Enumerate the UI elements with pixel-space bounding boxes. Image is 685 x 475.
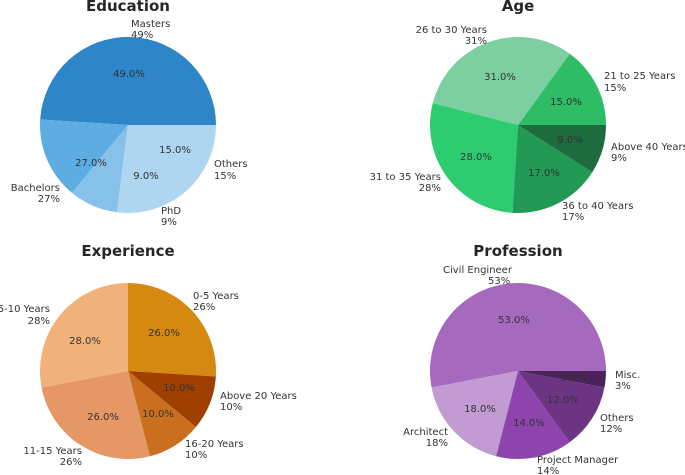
pie-slice-education-others (39, 119, 128, 193)
pct-label-project-manager: 14.0% (513, 418, 545, 429)
pie-slice-age-21-to-25-years (518, 53, 606, 126)
category-label-21-25: 21 to 25 Years (604, 71, 675, 82)
chart-title-age: Age (502, 0, 535, 15)
outer-pct-misc: 3% (615, 381, 631, 392)
pct-label-misc: 3.0% (560, 373, 585, 384)
outer-pct-11-15: 26% (60, 457, 82, 468)
pie-slice-age-36-to-40-years (512, 125, 593, 214)
pie-slice-age-above-40-years (518, 125, 606, 173)
category-label-above-40: Above 40 Years (611, 142, 685, 153)
outer-pct-31-35: 28% (419, 183, 441, 194)
pct-label-26-30: 31.0% (484, 72, 516, 83)
outer-pct-16-20: 10% (185, 450, 207, 461)
pie-slice-age-26-to-30-years (432, 36, 570, 125)
category-label-masters: Masters (131, 19, 170, 30)
outer-pct-civil-engineer: 53% (488, 276, 510, 287)
category-label-11-15: 11-15 Years (23, 446, 82, 457)
outer-pct-phd: 9% (161, 217, 177, 228)
category-label-above-20: Above 20 Years (220, 391, 297, 402)
category-label-0-5: 0-5 Years (193, 291, 239, 302)
pie-slice-profession-misc (518, 371, 606, 388)
pct-label-others-prof: 12.0% (547, 395, 579, 406)
chart-title-experience: Experience (81, 242, 174, 260)
pie-profession: Profession 53.0% 18.0% 14.0% 12.0% 3.0% … (403, 242, 640, 475)
outer-pct-masters: 49% (131, 30, 153, 41)
outer-pct-0-5: 26% (193, 302, 215, 313)
outer-pct-5-10: 28% (28, 316, 50, 327)
pct-label-above-40: 9.0% (557, 135, 582, 146)
outer-pct-above-20: 10% (220, 402, 242, 413)
outer-pct-21-25: 15% (604, 83, 626, 94)
pct-label-masters: 49.0% (113, 69, 145, 80)
pie-slice-profession-architect (431, 371, 518, 457)
outer-pct-bachelors: 27% (38, 194, 60, 205)
pct-label-5-10: 28.0% (69, 336, 101, 347)
category-label-misc: Misc. (615, 370, 640, 381)
pct-label-31-35: 28.0% (460, 152, 492, 163)
category-label-16-20: 16-20 Years (185, 439, 244, 450)
pct-label-16-20: 10.0% (142, 409, 174, 420)
pct-label-civil-engineer: 53.0% (498, 315, 530, 326)
pie-slice-education-phd (71, 125, 128, 213)
category-label-architect: Architect (403, 427, 448, 438)
outer-pct-others-prof: 12% (600, 424, 622, 435)
outer-pct-architect: 18% (426, 438, 448, 449)
chart-title-education: Education (86, 0, 170, 15)
outer-pct-36-40: 17% (562, 212, 584, 223)
pct-label-architect: 18.0% (464, 404, 496, 415)
outer-pct-above-40: 9% (611, 153, 627, 164)
pie-slice-experience-16-20-years (128, 371, 196, 457)
category-label-36-40: 36 to 40 Years (562, 201, 633, 212)
outer-pct-others: 15% (214, 171, 236, 182)
pct-label-bachelors: 27.0% (75, 158, 107, 169)
chart-title-profession: Profession (473, 242, 562, 260)
outer-pct-26-30: 31% (465, 36, 487, 47)
pie-slice-education-bachelors (116, 125, 216, 214)
pct-label-11-15: 26.0% (87, 412, 119, 423)
pct-label-above-20: 10.0% (163, 383, 195, 394)
pie-slice-experience-0-5-years (128, 283, 217, 377)
category-label-others-prof: Others (600, 413, 634, 424)
category-label-phd: PhD (161, 206, 181, 217)
pct-label-21-25: 15.0% (550, 97, 582, 108)
pct-label-others: 15.0% (159, 145, 191, 156)
category-label-project-manager: Project Manager (537, 455, 619, 466)
pie-slice-experience-above-20-years (128, 371, 216, 428)
pie-slice-experience-5-10-years (40, 283, 129, 388)
pie-slice-experience-11-15-years (41, 371, 150, 460)
pie-slice-profession-project-manager (496, 371, 570, 460)
pie-slice-profession-civil-engineer (430, 282, 606, 388)
pct-label-36-40: 17.0% (528, 168, 560, 179)
category-label-31-35: 31 to 35 Years (370, 172, 441, 183)
pct-label-phd: 9.0% (133, 171, 158, 182)
category-label-26-30: 26 to 30 Years (416, 25, 487, 36)
pct-label-0-5: 26.0% (148, 328, 180, 339)
outer-pct-project-manager: 14% (537, 466, 559, 475)
category-label-bachelors: Bachelors (11, 183, 60, 194)
pie-education: Education 49.0% 15.0% 9.0% 27.0% Masters… (11, 0, 248, 228)
category-label-others: Others (214, 159, 248, 170)
pie-slice-education-masters (40, 36, 217, 126)
pie-age: Age 15.0% 31.0% 28.0% 17.0% 9.0% 21 to 2… (370, 0, 685, 223)
category-label-civil-engineer: Civil Engineer (443, 265, 513, 276)
pie-slice-age-31-to-35-years (429, 103, 518, 213)
category-label-5-10: 5-10 Years (0, 304, 50, 315)
pie-slice-profession-others (518, 371, 605, 443)
pie-experience: Experience 26.0% 10.0% 10.0% 26.0% 28.0%… (0, 242, 297, 468)
